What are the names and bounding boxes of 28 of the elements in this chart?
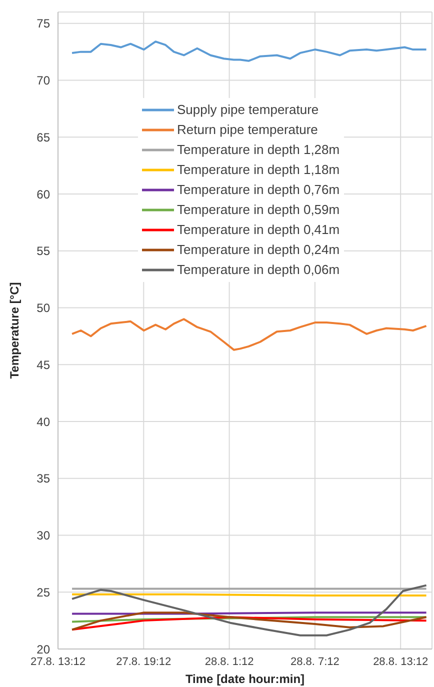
y-tick-label: 40	[36, 414, 50, 429]
y-tick-label: 55	[36, 244, 50, 258]
y-tick-label: 65	[36, 130, 50, 144]
y-tick-label: 45	[36, 358, 50, 372]
y-tick-label: 20	[36, 642, 50, 656]
legend-label: Temperature in depth 0,06m	[177, 261, 340, 279]
legend-label: Return pipe temperature	[177, 121, 318, 139]
legend-label: Temperature in depth 0,59m	[177, 201, 340, 219]
y-tick-label: 75	[36, 16, 50, 31]
y-tick-label: 70	[36, 74, 50, 88]
y-tick-label: 35	[36, 472, 50, 486]
x-tick-label: 28.8. 1:12	[204, 656, 254, 668]
x-tick-label: 27.8. 19:12	[116, 656, 172, 668]
legend-label: Temperature in depth 1,28m	[177, 141, 340, 159]
legend-label: Temperature in depth 1,18m	[177, 161, 340, 179]
y-axis-title: Temperature [°C]	[7, 282, 22, 379]
legend-label: Temperature in depth 0,41m	[177, 221, 340, 239]
legend-label: Temperature in depth 0,76m	[177, 181, 340, 199]
y-tick-label: 50	[36, 301, 50, 316]
y-tick-label: 25	[36, 585, 50, 600]
legend-label: Supply pipe temperature	[177, 101, 319, 119]
y-tick-label: 60	[36, 187, 50, 202]
x-tick-label: 27.8. 13:12	[30, 656, 86, 668]
x-tick-label: 28.8. 13:12	[373, 656, 428, 668]
x-tick-label: 28.8. 7:12	[290, 656, 340, 668]
x-axis-title: Time [date hour:min]	[185, 672, 305, 686]
legend-label: Temperature in depth 0,24m	[177, 241, 340, 259]
y-tick-label: 30	[36, 528, 50, 543]
